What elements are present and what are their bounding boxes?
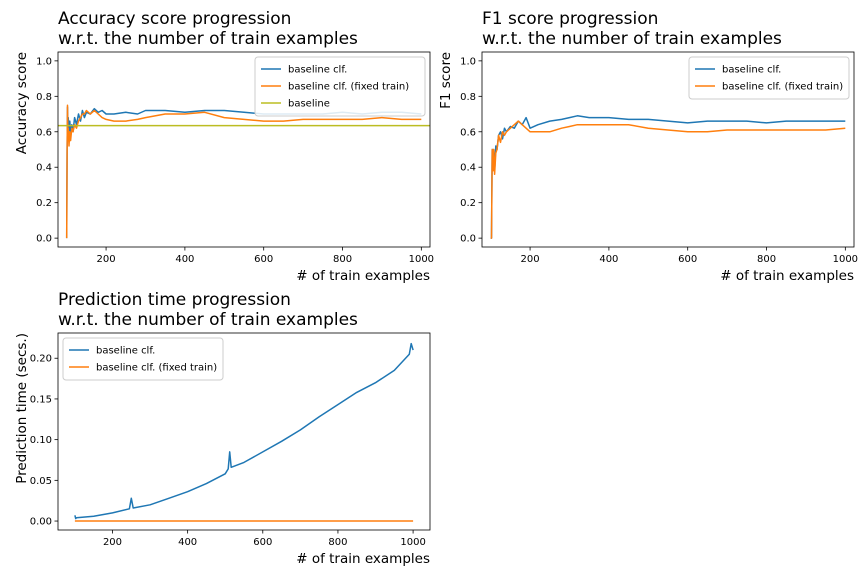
- axes-frame: [481, 51, 855, 248]
- chart-title-line-1: Prediction time progression: [58, 290, 291, 310]
- legend: baseline clf. baseline clf. (fixed train)…: [254, 56, 426, 117]
- chart-title-line-1: Accuracy score progression: [58, 9, 291, 29]
- legend-entry: baseline: [288, 99, 330, 110]
- y-tick-label: 1.0: [36, 56, 52, 67]
- x-tick-label: 200: [97, 254, 116, 265]
- chart-1: 200 400 600 800 1000 0.0 0.2 0.4 0.6 0.8 1.0 Accura…: [14, 9, 434, 284]
- series-line-1: [74, 342, 414, 520]
- y-tick-label: 0.8: [36, 92, 52, 103]
- x-tick-label: 400: [175, 254, 194, 265]
- legend-box: [688, 56, 850, 100]
- legend: baseline clf. baseline clf. (fixed train): [688, 56, 850, 100]
- y-tick-label: 0.00: [30, 517, 52, 528]
- chart-3: 200 400 600 800 10000.000.050.100.150.20Pred…: [14, 290, 431, 567]
- y-tick-label: 0.15: [30, 394, 52, 405]
- series-line-1: [490, 115, 846, 239]
- x-tick-label: 200: [103, 537, 122, 548]
- legend-entry: baseline clf.: [722, 65, 781, 76]
- y-tick-label: 0.0: [460, 234, 476, 245]
- y-tick-label: 0.2: [460, 198, 476, 209]
- chart-title-line-2: w.r.t. the number of train examples: [58, 310, 358, 330]
- axes-frame: [57, 51, 431, 248]
- y-tick-label: 0.10: [30, 435, 52, 446]
- y-tick-label: 0.0: [36, 234, 52, 245]
- legend: baseline clf. baseline clf. (fixed train): [62, 337, 224, 381]
- x-tick-label: 800: [757, 254, 776, 265]
- x-tick-label: 400: [178, 537, 197, 548]
- series-line-2: [490, 120, 846, 239]
- x-tick-label: 800: [328, 537, 347, 548]
- x-tick-label: 1000: [833, 254, 858, 265]
- chart-title-line-2: w.r.t. the number of train examples: [482, 29, 782, 49]
- x-tick-label: 600: [253, 537, 272, 548]
- chart-title-line-2: w.r.t. the number of train examples: [58, 29, 358, 49]
- chart-2: 200 400 600 800 1000 0.0 0.2 0.4 0.6 0.8 1.0 F1 sco…: [438, 9, 858, 284]
- legend-entry: baseline clf. (fixed train): [96, 363, 217, 374]
- y-axis-label: Accuracy score: [14, 52, 30, 154]
- legend-entry: baseline clf.: [288, 65, 347, 76]
- y-tick-label: 0.2: [36, 198, 52, 209]
- x-tick-label: 200: [521, 254, 540, 265]
- x-axis-label: # of train examples: [296, 268, 430, 284]
- y-tick-label: 0.6: [460, 127, 476, 138]
- x-axis-label: # of train examples: [720, 268, 854, 284]
- axes-frame: [57, 332, 431, 531]
- y-tick-label: 0.4: [36, 163, 52, 174]
- series-line-2: [65, 104, 422, 239]
- y-tick-label: 0.6: [36, 127, 52, 138]
- legend-entry: baseline clf.: [96, 346, 155, 357]
- y-tick-label: 0.8: [460, 92, 476, 103]
- chart-title-line-1: F1 score progression: [482, 9, 658, 29]
- series-line-1: [65, 106, 422, 239]
- y-tick-label: 0.4: [460, 163, 476, 174]
- y-axis-label: F1 score: [438, 52, 454, 109]
- y-axis-label: Prediction time (secs.): [14, 333, 30, 484]
- legend-entry: baseline clf. (fixed train): [288, 82, 409, 93]
- y-tick-label: 0.05: [30, 476, 52, 487]
- x-tick-label: 600: [678, 254, 697, 265]
- x-tick-label: 800: [333, 254, 352, 265]
- legend-entry: baseline clf. (fixed train): [722, 82, 843, 93]
- x-tick-label: 400: [599, 254, 618, 265]
- x-tick-label: 1000: [400, 537, 425, 548]
- x-tick-label: 600: [254, 254, 273, 265]
- x-axis-label: # of train examples: [296, 551, 430, 567]
- y-tick-label: 1.0: [460, 56, 476, 67]
- legend-box: [62, 337, 224, 381]
- y-tick-label: 0.20: [30, 354, 52, 365]
- legend-box: [254, 56, 426, 117]
- x-tick-label: 1000: [409, 254, 434, 265]
